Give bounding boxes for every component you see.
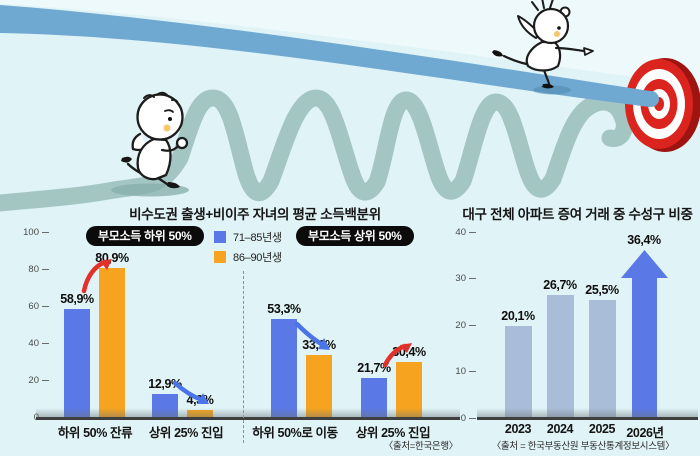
legend: 71–85년생 86–90년생: [214, 230, 282, 264]
bar-g2-7185: [152, 394, 178, 418]
running-boy: [121, 91, 189, 189]
boy-cheek: [163, 124, 171, 132]
value-label: 26,7%: [543, 278, 577, 292]
boy-front-shoe: [167, 182, 180, 189]
bar-g3-8690: [306, 355, 332, 418]
forecast-up-arrow: [621, 250, 668, 419]
decrease-arrow-icon: [294, 321, 330, 350]
xlabel-g1: 하위 50% 잔류: [57, 426, 133, 440]
bar-g4-8690: [396, 362, 422, 418]
right-ytick-10: 10: [448, 366, 476, 377]
winding-path: [0, 89, 633, 212]
boy-hair: [143, 91, 179, 105]
left-ytick-80: 80: [16, 264, 49, 275]
bar-g3-7185: [271, 319, 297, 418]
left-chart-source: 〈출처=한국은행〉: [383, 441, 459, 452]
legend-item-7185: 71–85년생: [214, 230, 282, 244]
girl-shadow: [533, 85, 571, 95]
straight-path-tip: [643, 91, 659, 107]
legend-swatch-orange: [214, 250, 226, 263]
girl-cheek: [554, 31, 560, 37]
left-ytick-20: 20: [16, 375, 49, 386]
value-label: 58,9%: [60, 292, 94, 306]
value-label: 36,4%: [627, 233, 661, 247]
left-ytick-40: 40: [16, 338, 49, 349]
bar-2024: [547, 295, 574, 419]
bar-g2-8690: [187, 410, 213, 418]
decrease-arrow-icon: [172, 380, 209, 404]
xlabel-g4: 상위 25% 진입: [355, 426, 431, 440]
badge-parent-income-low: 부모소득 하위 50%: [86, 226, 204, 246]
bar-g1-7185: [64, 309, 90, 418]
bar-g1-8690: [99, 268, 125, 418]
girl-head: [532, 7, 570, 45]
value-label: 53,3%: [267, 302, 301, 316]
value-label: 20,1%: [501, 309, 535, 323]
bar-2025: [589, 300, 616, 419]
girl-pointing-arm: [554, 46, 586, 53]
xlabel-2024: 2024: [546, 422, 574, 436]
bar-2023: [505, 326, 532, 419]
left-ytick-100: 100: [16, 227, 49, 238]
girl-pigtails: [531, 0, 554, 11]
bar-g4-7185: [361, 378, 387, 418]
boy-eyebrow: [164, 109, 174, 113]
xlabel-2026: 2026년: [626, 426, 664, 440]
legend-item-8690: 86–90년생: [214, 250, 282, 264]
boy-eye: [168, 117, 172, 121]
girl-hand: [583, 47, 594, 56]
legend-label: 71–85년생: [233, 231, 282, 244]
left-baseline: [36, 417, 460, 420]
right-ytick-40: 40: [448, 227, 476, 238]
xlabel-g2: 상위 25% 진입: [148, 426, 224, 440]
race-illustration: [0, 0, 700, 212]
girl-back-shoe: [492, 50, 503, 57]
value-label: 21,7%: [357, 361, 391, 375]
increase-arrow-icon: [81, 259, 112, 294]
legend-label: 86–90년생: [233, 251, 282, 264]
straight-path: [0, 5, 650, 107]
boy-head: [136, 93, 184, 141]
running-girl: [492, 0, 594, 89]
panel-divider: [243, 271, 244, 443]
right-chart-title: 대구 전체 아파트 증여 거래 중 수성구 비중: [462, 207, 693, 222]
bullseye-target: [625, 58, 700, 152]
girl-eye: [557, 26, 561, 30]
girl-front-shoe: [542, 83, 554, 89]
sky-wedge: [0, 0, 700, 86]
legend-swatch-blue: [214, 230, 226, 243]
value-label: 12,9%: [148, 377, 182, 391]
left-ytick-60: 60: [16, 301, 49, 312]
right-baseline-shadow: [477, 408, 698, 417]
xlabel-g3: 하위 50%로 이동: [252, 426, 338, 440]
badge-parent-income-high: 부모소득 상위 50%: [296, 226, 414, 246]
increase-arrow-icon: [382, 343, 412, 368]
right-chart-source: 〈출처 = 한국부동산원 부동산통계정보시스템〉: [491, 441, 675, 452]
xlabel-2025: 2025: [588, 422, 616, 436]
boy-fist: [175, 136, 189, 150]
xlabel-2023: 2023: [504, 422, 532, 436]
right-ytick-30: 30: [448, 273, 476, 284]
girl-dress: [525, 40, 562, 72]
right-baseline: [477, 417, 698, 420]
left-chart-title: 비수도권 출생+비이주 자녀의 평균 소득백분위: [129, 207, 381, 222]
right-ytick-20: 20: [448, 320, 476, 331]
boy-back-shoe: [121, 156, 132, 163]
left-baseline-shadow: [36, 408, 460, 417]
value-label: 25,5%: [585, 283, 619, 297]
right-ytick-0: 0: [448, 413, 476, 424]
